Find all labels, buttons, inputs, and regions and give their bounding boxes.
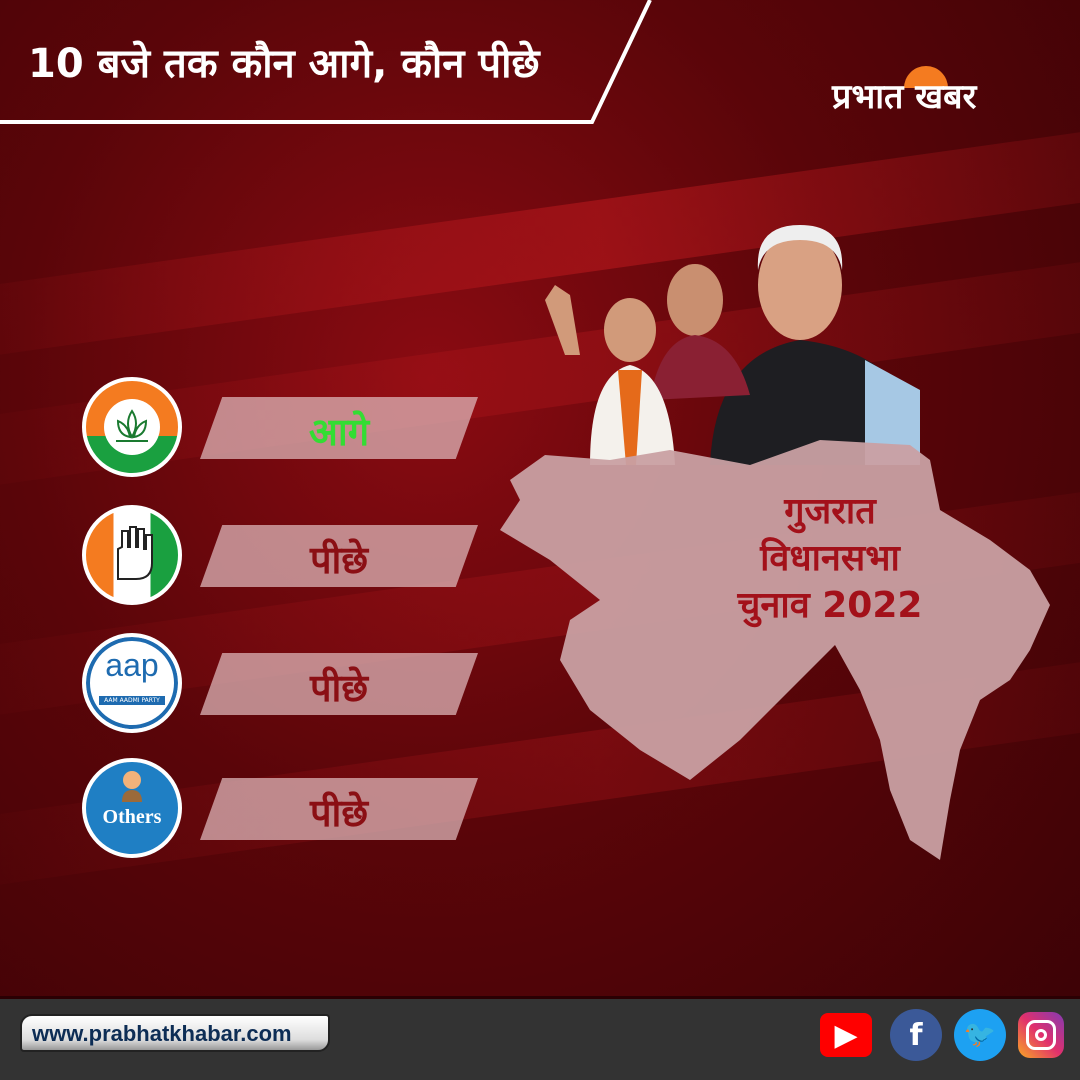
sun-icon bbox=[904, 66, 948, 88]
party-row-aap: aap AAM AADMI PARTY पीछे bbox=[82, 633, 482, 733]
twitter-icon[interactable]: 🐦 bbox=[954, 1009, 1006, 1061]
status-bar: आगे bbox=[200, 397, 478, 459]
map-title-line3: चुनाव 2022 bbox=[737, 585, 923, 626]
footer: www.prabhatkhabar.com ▶ f 🐦 bbox=[0, 996, 1080, 1080]
status-text: पीछे bbox=[309, 791, 369, 835]
map-title-line2: विधानसभा bbox=[760, 538, 900, 579]
status-bar: पीछे bbox=[200, 525, 478, 587]
title-frame bbox=[0, 0, 652, 124]
facebook-icon[interactable]: f bbox=[890, 1009, 942, 1061]
bjp-lotus-icon bbox=[82, 377, 182, 477]
map-caption: गुजरात विधानसभा चुनाव 2022 bbox=[700, 488, 960, 629]
aap-logo: aap AAM AADMI PARTY bbox=[82, 633, 182, 733]
instagram-icon[interactable] bbox=[1018, 1012, 1064, 1058]
party-row-congress: पीछे bbox=[82, 505, 482, 605]
status-text: पीछे bbox=[309, 666, 369, 710]
congress-hand-icon bbox=[82, 505, 182, 605]
party-row-others: Others पीछे bbox=[82, 758, 482, 858]
page-title: 10 बजे तक कौन आगे, कौन पीछे bbox=[28, 41, 540, 87]
status-text: आगे bbox=[308, 410, 370, 454]
youtube-icon[interactable]: ▶ bbox=[820, 1013, 872, 1057]
status-bar: पीछे bbox=[200, 653, 478, 715]
website-link[interactable]: www.prabhatkhabar.com bbox=[20, 1014, 330, 1052]
others-logo: Others bbox=[82, 758, 182, 858]
prabhat-khabar-logo: प्रभात खबर bbox=[832, 66, 976, 118]
status-text: पीछे bbox=[309, 538, 369, 582]
gujarat-map bbox=[500, 440, 1050, 860]
party-row-bjp: आगे bbox=[82, 377, 482, 477]
status-bar: पीछे bbox=[200, 778, 478, 840]
leaders-photo bbox=[545, 225, 920, 465]
map-title-line1: गुजरात bbox=[784, 491, 876, 532]
